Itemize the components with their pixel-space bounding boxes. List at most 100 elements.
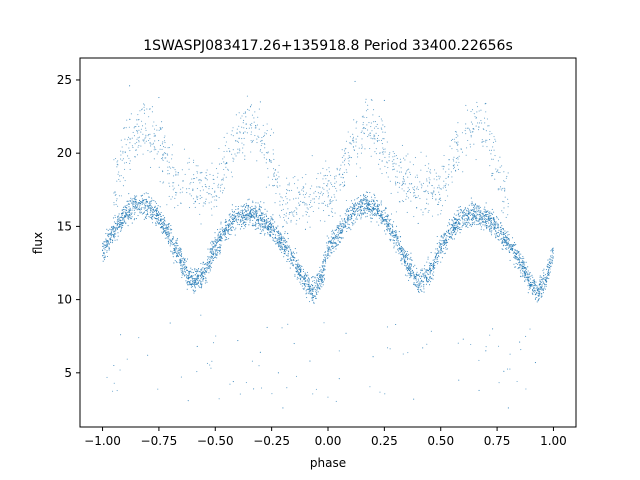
main-band-point — [242, 216, 244, 218]
upper-branch-point — [218, 163, 220, 165]
main-band-point — [528, 278, 530, 280]
main-band-point — [255, 223, 257, 225]
main-band-point — [107, 245, 109, 247]
main-band-point — [522, 266, 524, 268]
main-band-point — [388, 223, 390, 225]
main-band-point — [421, 270, 423, 272]
main-band-point — [545, 281, 547, 283]
upper-branch-point — [434, 169, 436, 171]
main-band-point — [163, 230, 165, 232]
main-band-point — [358, 203, 360, 205]
main-band-point — [387, 222, 389, 224]
upper-branch-point — [475, 125, 477, 127]
upper-branch-point — [413, 195, 415, 197]
main-band-point — [277, 225, 279, 227]
main-band-point — [376, 200, 378, 202]
main-band-point — [149, 201, 151, 203]
main-band-point — [429, 267, 431, 270]
upper-branch-point — [379, 168, 381, 170]
main-band-point — [145, 207, 147, 209]
upper-branch-point — [339, 189, 341, 191]
main-band-point — [437, 252, 439, 254]
main-band-point — [338, 228, 340, 230]
main-band-point — [306, 292, 308, 294]
main-band-point — [301, 282, 303, 285]
main-band-point — [280, 247, 282, 249]
upper-branch-point — [225, 176, 227, 178]
main-band-point — [280, 236, 283, 239]
upper-branch-point — [419, 197, 421, 200]
main-band-point — [442, 236, 444, 238]
main-band-point — [389, 227, 391, 229]
upper-branch-point — [285, 221, 287, 223]
upper-branch-point — [470, 131, 472, 133]
main-band-point — [400, 260, 402, 262]
main-band-point — [404, 274, 407, 276]
main-band-point — [386, 226, 388, 228]
main-band-point — [272, 226, 275, 228]
main-band-point — [155, 217, 157, 220]
main-band-point — [498, 233, 501, 235]
main-band-point — [505, 236, 507, 238]
main-band-point — [422, 273, 424, 275]
main-band-point — [516, 252, 518, 254]
main-band-point — [511, 249, 513, 252]
main-band-point — [254, 228, 256, 231]
main-band-point — [145, 192, 147, 194]
main-band-point — [193, 281, 195, 283]
upper-branch-point — [173, 187, 175, 189]
main-band-point — [493, 228, 495, 230]
main-band-point — [455, 225, 457, 227]
main-band-point — [134, 197, 136, 199]
upper-branch-point — [382, 153, 384, 155]
upper-branch-point — [141, 120, 143, 122]
main-band-point — [244, 226, 246, 228]
main-band-point — [411, 269, 413, 272]
main-band-point — [164, 224, 166, 226]
upper-branch-point — [497, 160, 499, 162]
upper-branch-point — [368, 122, 370, 124]
upper-branch-point — [118, 195, 120, 197]
main-band-point — [188, 283, 190, 285]
upper-branch-point — [116, 180, 118, 182]
main-band-point — [368, 205, 370, 207]
main-band-point — [412, 271, 414, 273]
main-band-point — [510, 246, 512, 249]
main-band-point — [189, 272, 191, 274]
main-band-point — [514, 252, 516, 254]
main-band-point — [228, 220, 230, 222]
main-band-point — [423, 268, 425, 270]
main-band-point — [273, 233, 275, 236]
main-band-point — [112, 229, 114, 231]
main-band-point — [131, 222, 133, 224]
upper-branch-point — [136, 138, 138, 140]
upper-branch-point — [219, 190, 222, 192]
main-band-point — [541, 286, 543, 288]
main-band-point — [432, 268, 434, 270]
main-band-point — [439, 244, 441, 246]
main-band-point — [275, 234, 277, 236]
main-band-point — [319, 279, 321, 281]
main-band-point — [133, 213, 135, 215]
main-band-point — [229, 220, 231, 222]
main-band-point — [258, 205, 261, 208]
main-band-point — [225, 220, 227, 222]
upper-branch-point — [452, 158, 454, 160]
main-band-point — [217, 233, 219, 235]
upper-branch-point — [156, 129, 158, 131]
main-band-point — [507, 231, 509, 233]
main-band-point — [340, 228, 342, 230]
upper-branch-point — [138, 139, 140, 142]
main-band-point — [179, 249, 181, 251]
main-band-point — [170, 250, 172, 252]
upper-branch-point — [302, 190, 305, 192]
main-band-point — [255, 225, 257, 227]
main-band-point — [214, 252, 216, 254]
upper-branch-point — [391, 160, 393, 162]
upper-branch-point — [461, 151, 464, 153]
main-band-point — [249, 214, 251, 216]
main-band-point — [287, 258, 289, 260]
main-band-point — [393, 247, 395, 249]
main-band-point — [107, 233, 109, 235]
main-band-point — [108, 236, 110, 238]
